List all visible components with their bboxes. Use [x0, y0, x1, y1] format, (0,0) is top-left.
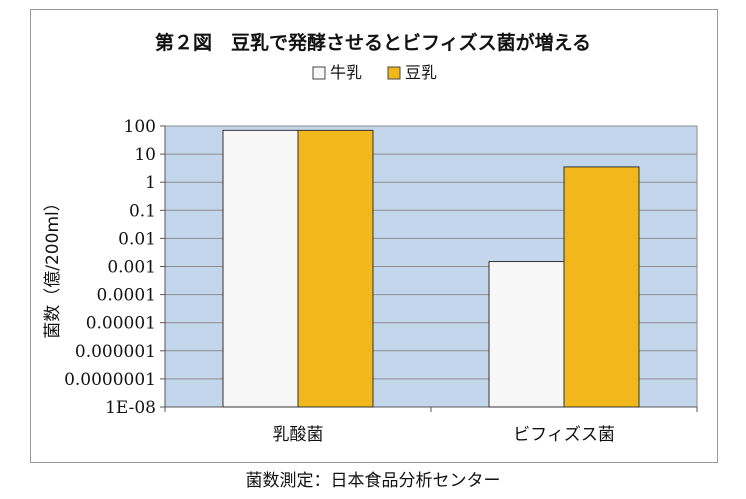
legend-label-1: 牛乳	[330, 63, 362, 82]
bar-1-1	[222, 129, 299, 408]
legend-swatch-2	[387, 66, 401, 80]
y-tick-label: 10	[134, 145, 156, 165]
bar-2-2	[563, 166, 640, 408]
y-tick-label: 0.0000001	[64, 370, 156, 390]
chart-title: 第２図 豆乳で発酵させるとビフィズス菌が増える	[155, 31, 591, 54]
y-tick-label: 0.00001	[86, 314, 156, 334]
y-tick-label: 0.001	[107, 258, 156, 278]
bar-1-2	[297, 129, 374, 408]
x-category-label: ビフィズス菌	[513, 425, 615, 445]
y-tick-label: 100	[124, 117, 156, 137]
y-tick-label: 1E-08	[105, 398, 156, 418]
y-tick-label: 1	[145, 173, 156, 193]
legend-swatch-1	[312, 66, 326, 80]
y-tick-label: 0.01	[118, 229, 156, 249]
legend-label-2: 豆乳	[405, 63, 437, 82]
y-axis-label: 菌数（億/200ml）	[43, 194, 63, 338]
source-note: 菌数測定：日本食品分析センター	[245, 471, 501, 491]
y-tick-label: 0.1	[129, 201, 156, 221]
x-category-label: 乳酸菌	[273, 425, 324, 445]
y-tick-label: 0.0001	[97, 286, 156, 306]
y-tick-label: 0.000001	[75, 342, 156, 362]
bar-2-1	[488, 261, 565, 408]
